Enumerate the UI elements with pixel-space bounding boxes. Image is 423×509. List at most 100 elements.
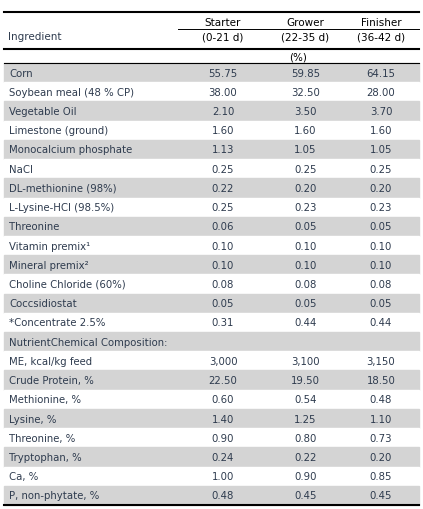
Text: Ingredient: Ingredient (8, 32, 61, 42)
Text: Tryptophan, %: Tryptophan, % (9, 452, 82, 462)
Text: Coccsidiostat: Coccsidiostat (9, 299, 77, 308)
Text: 0.22: 0.22 (294, 452, 317, 462)
Bar (4, 160, 419, 179)
Bar (4, 140, 419, 160)
Text: 0.25: 0.25 (370, 164, 392, 175)
Text: 1.60: 1.60 (370, 126, 392, 136)
Text: 1.40: 1.40 (212, 414, 234, 423)
Text: NutrientChemical Composition:: NutrientChemical Composition: (9, 337, 168, 347)
Bar (4, 352, 419, 371)
Text: 3.50: 3.50 (294, 107, 317, 117)
Text: 55.75: 55.75 (209, 69, 238, 78)
Text: 0.45: 0.45 (294, 491, 317, 500)
Bar (4, 64, 419, 83)
Bar (4, 390, 419, 409)
Text: 0.08: 0.08 (294, 279, 317, 290)
Text: Vegetable Oil: Vegetable Oil (9, 107, 77, 117)
Bar (4, 83, 419, 102)
Text: Soybean meal (48 % CP): Soybean meal (48 % CP) (9, 88, 134, 98)
Bar (4, 122, 419, 140)
Text: 18.50: 18.50 (367, 375, 396, 385)
Text: Monocalcium phosphate: Monocalcium phosphate (9, 145, 132, 155)
Text: 0.08: 0.08 (370, 279, 392, 290)
Bar (4, 217, 419, 237)
Text: 3.70: 3.70 (370, 107, 392, 117)
Text: 0.44: 0.44 (370, 318, 392, 328)
Text: 0.24: 0.24 (212, 452, 234, 462)
Text: 0.23: 0.23 (294, 203, 317, 213)
Text: 0.25: 0.25 (212, 203, 234, 213)
Text: 1.05: 1.05 (294, 145, 317, 155)
Text: 1.00: 1.00 (212, 471, 234, 481)
Text: P, non-phytate, %: P, non-phytate, % (9, 491, 99, 500)
Text: 0.73: 0.73 (370, 433, 392, 443)
Text: NaCl: NaCl (9, 164, 33, 175)
Text: 19.50: 19.50 (291, 375, 320, 385)
Text: 1.60: 1.60 (212, 126, 234, 136)
Text: 0.10: 0.10 (370, 260, 392, 270)
Text: 59.85: 59.85 (291, 69, 320, 78)
Text: 0.10: 0.10 (212, 241, 234, 251)
Text: 0.05: 0.05 (370, 299, 392, 308)
Text: 0.60: 0.60 (212, 394, 234, 405)
Text: 0.10: 0.10 (294, 241, 317, 251)
Text: Starter: Starter (205, 18, 241, 28)
Text: 0.08: 0.08 (212, 279, 234, 290)
Bar (4, 332, 419, 352)
Text: Choline Chloride (60%): Choline Chloride (60%) (9, 279, 126, 290)
Bar (4, 179, 419, 198)
Text: Ca, %: Ca, % (9, 471, 38, 481)
Text: 0.80: 0.80 (294, 433, 317, 443)
Text: 3,150: 3,150 (367, 356, 396, 366)
Bar (4, 256, 419, 275)
Bar (4, 275, 419, 294)
Text: 0.25: 0.25 (294, 164, 317, 175)
Text: 0.85: 0.85 (370, 471, 392, 481)
Text: 1.10: 1.10 (370, 414, 392, 423)
Text: 0.10: 0.10 (370, 241, 392, 251)
Text: 0.06: 0.06 (212, 222, 234, 232)
Text: Mineral premix²: Mineral premix² (9, 260, 89, 270)
Text: Lysine, %: Lysine, % (9, 414, 56, 423)
Text: Crude Protein, %: Crude Protein, % (9, 375, 94, 385)
Text: 0.23: 0.23 (370, 203, 392, 213)
Text: 0.44: 0.44 (294, 318, 317, 328)
Text: Methionine, %: Methionine, % (9, 394, 81, 405)
Bar (4, 102, 419, 122)
Bar (4, 294, 419, 313)
Text: Threonine: Threonine (9, 222, 59, 232)
Text: 0.20: 0.20 (370, 452, 392, 462)
Text: Corn: Corn (9, 69, 33, 78)
Text: 0.25: 0.25 (212, 164, 234, 175)
Text: 3,100: 3,100 (291, 356, 320, 366)
Text: 0.54: 0.54 (294, 394, 317, 405)
Text: Threonine, %: Threonine, % (9, 433, 75, 443)
Text: 0.05: 0.05 (294, 299, 317, 308)
Text: ME, kcal/kg feed: ME, kcal/kg feed (9, 356, 92, 366)
Bar (4, 486, 419, 505)
Text: 22.50: 22.50 (209, 375, 237, 385)
Text: 1.60: 1.60 (294, 126, 317, 136)
Text: Vitamin premix¹: Vitamin premix¹ (9, 241, 90, 251)
Text: 32.50: 32.50 (291, 88, 320, 98)
Text: (%): (%) (290, 52, 308, 62)
Bar (4, 198, 419, 217)
Bar (4, 467, 419, 486)
Text: 0.48: 0.48 (370, 394, 392, 405)
Text: 0.48: 0.48 (212, 491, 234, 500)
Text: 2.10: 2.10 (212, 107, 234, 117)
Text: (0-21 d): (0-21 d) (202, 32, 244, 42)
Text: *Concentrate 2.5%: *Concentrate 2.5% (9, 318, 105, 328)
Text: Grower: Grower (286, 18, 324, 28)
Text: 38.00: 38.00 (209, 88, 237, 98)
Text: Finisher: Finisher (361, 18, 401, 28)
Bar (4, 371, 419, 390)
Text: 0.10: 0.10 (294, 260, 317, 270)
Text: 0.10: 0.10 (212, 260, 234, 270)
Text: 3,000: 3,000 (209, 356, 237, 366)
Text: 0.22: 0.22 (212, 184, 234, 193)
Text: 0.05: 0.05 (212, 299, 234, 308)
Text: DL-methionine (98%): DL-methionine (98%) (9, 184, 117, 193)
Text: (36-42 d): (36-42 d) (357, 32, 405, 42)
Text: (22-35 d): (22-35 d) (281, 32, 330, 42)
